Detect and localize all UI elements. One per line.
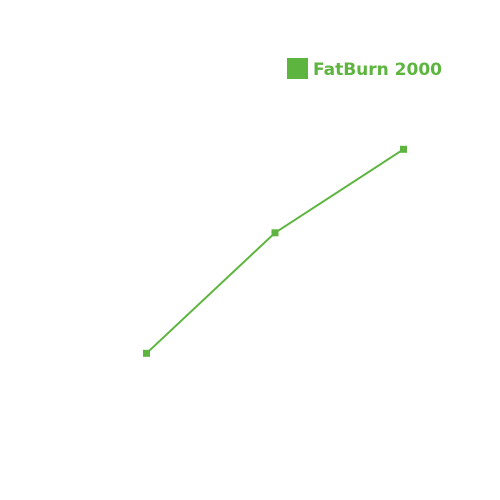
data-point-0-0 [143,349,150,357]
legend-swatch-fatburn-2000 [287,58,308,79]
data-point-0-1 [271,229,279,237]
data-point-0-2 [400,145,407,153]
legend: FatBurn 2000 [287,58,442,80]
legend-label-fatburn-2000: FatBurn 2000 [313,60,442,80]
series-line-0 [145,148,405,355]
plot-area [143,145,407,357]
